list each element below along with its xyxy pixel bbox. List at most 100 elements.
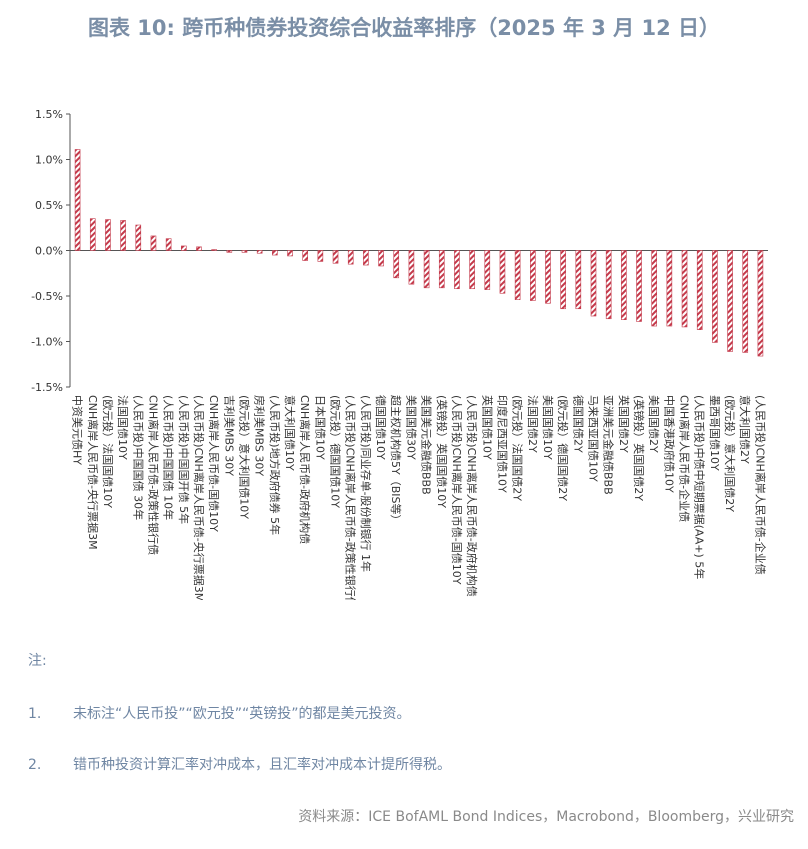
category-label: (人民币投)中债中短期票据(AA+) 5年 [693,395,707,579]
bar [514,250,521,300]
bar [469,250,475,290]
note-number: 1. [28,706,42,722]
source-text: 资料来源：ICE BofAML Bond Indices，Macrobond，B… [298,809,794,825]
category-label: (欧元投）意大利国债10Y [238,395,252,519]
bar-chart: 1.5%1.0%0.5%0.0%-0.5%-1.0%-1.5% 中资美元债HY C… [31,108,768,600]
bar [530,250,536,301]
category-label: (欧元投）德国国债10Y [329,395,343,508]
category-label: 英国国债2Y [617,395,631,453]
category-label: 德国国债2Y [571,395,585,453]
category-labels: 中资美元债HY CNH离岸人民币债-央行票据3M (欧元投）法国国债10Y 法国国债1… [71,395,768,600]
category-label: 美国国债2Y [647,395,661,453]
bar [317,250,324,262]
category-label: (人民币投)CNH离岸人民币债-国债10Y [450,395,464,585]
bar [712,250,718,343]
bar [226,250,233,253]
bar [727,250,733,352]
bar [423,250,430,289]
note-item: 2. 错币种投资计算汇率对冲成本，且汇率对冲成本计提所得税。 [28,754,451,774]
category-label: (欧元投）法国国债10Y [101,395,115,508]
bar [332,250,339,264]
category-label: (人民币投)地方政府债券 5年 [268,395,282,535]
bar [545,250,551,304]
bar [287,250,293,257]
category-label: 德国国债10Y [374,395,388,460]
category-label: (欧元投）德国国债2Y [556,395,570,501]
y-tick-label: 0.0% [35,245,63,258]
bar [454,250,460,290]
bar [560,250,566,310]
chart-bars [74,149,764,357]
bar [378,250,384,267]
bar [272,250,278,256]
y-tick-label: -0.5% [31,290,63,303]
bar [196,246,202,251]
chart-axes: 1.5% 1.0% 0.5% 0.0% -0.5% -1.0% -1.5% [31,108,768,394]
category-label: 英国国债10Y [480,395,494,460]
category-label: (英镑投）英国国债10Y [435,395,449,508]
category-label: 美国国债10Y [541,395,555,460]
category-label: (人民币投)中国国债 10年 [162,395,176,520]
category-label: 马来西亚国债10Y [587,395,601,482]
y-tick-label: 1.0% [35,154,63,167]
category-label: 中资美元债HY [71,395,85,465]
bar [575,250,582,310]
bar [636,250,642,322]
bar [302,250,308,261]
bar [211,249,217,251]
bar [241,250,248,253]
bar [150,235,157,251]
bar [438,250,445,289]
note-item: 1. 未标注“人民币投”“欧元投”“英镑投”的都是美元投资。 [28,703,411,723]
category-label: 法国国债2Y [526,395,540,453]
category-label: (人民币投)中国国债 30年 [131,395,145,520]
bar [696,250,703,330]
note-number: 2. [28,757,42,773]
notes-heading: 注: [28,653,47,669]
bar [666,250,673,327]
y-tick-label: -1.5% [31,381,63,394]
bar [605,250,612,320]
category-label: 吉利美MBS 30Y [222,395,235,476]
bar [484,250,491,290]
bar [347,250,354,265]
category-label: CNH离岸人民币债-央行票据3M [86,395,100,550]
bar [135,224,142,251]
category-label: CNH离岸人民币债-企业债 [678,395,692,522]
category-label: 意大利国债2Y [738,395,752,464]
category-label: (人民币投)中国国开债 5年 [177,395,191,524]
category-label: 美国美元金融债BBB [420,395,434,495]
bar [621,250,627,320]
category-label: (人民币投)CNH离岸人民币债-政府机构债 [465,395,479,597]
category-label: 房利美MBS 30Y [253,395,266,476]
category-label: (人民币投)CNH离岸人民币债-央行票据3M [192,395,206,600]
bar [256,250,263,254]
category-label: (欧元投）意大利国债2Y [723,395,737,512]
bar [363,250,369,266]
bar [757,250,764,357]
category-label: (人民币投)CNH离岸人民币债-政策性银行债 [344,395,358,600]
bar [393,250,400,279]
bar [651,250,657,327]
bar [74,149,81,251]
bar [165,238,172,251]
category-label: CNH离岸人民币债-国债10Y [207,395,221,532]
category-label: CNH离岸人民币债-政策性银行债 [146,395,160,555]
category-label: 墨西哥国债10Y [708,395,722,471]
bar [681,250,688,328]
bar [742,250,749,353]
category-label: CNH离岸人民币债-政府机构债 [298,395,312,544]
bar [181,245,187,251]
bar [105,219,111,251]
y-tick-label: -1.0% [31,336,63,349]
note-text: 未标注“人民币投”“欧元投”“英镑投”的都是美元投资。 [73,706,411,722]
category-label: (欧元投）法国国债2Y [511,395,525,501]
bar [89,218,96,251]
category-label: 超主权机构债5Y（BIS等） [389,395,403,526]
bar [499,250,506,294]
category-label: (英镑投）英国国债2Y [632,395,646,501]
y-tick-label: 1.5% [35,108,63,121]
category-label: 中国香港政府债10Y [662,395,676,493]
note-text: 错币种投资计算汇率对冲成本，且汇率对冲成本计提所得税。 [73,757,451,773]
chart-title: 图表 10: 跨币种债券投资综合收益率排序（2025 年 3 月 12 日） [87,16,721,40]
